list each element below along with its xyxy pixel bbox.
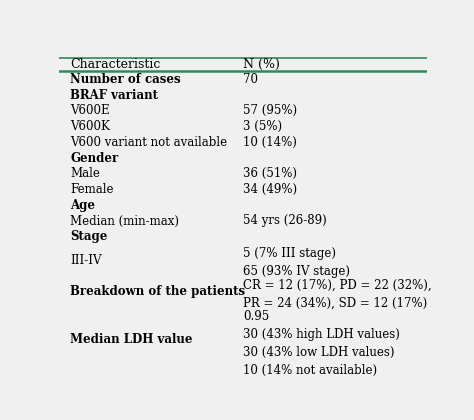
Text: 3 (5%): 3 (5%) — [243, 120, 282, 133]
Text: 36 (51%): 36 (51%) — [243, 167, 297, 180]
Text: Median LDH value: Median LDH value — [70, 333, 193, 346]
Text: III-IV: III-IV — [70, 254, 102, 267]
Text: Stage: Stage — [70, 230, 108, 243]
Text: BRAF variant: BRAF variant — [70, 89, 158, 102]
Text: 34 (49%): 34 (49%) — [243, 183, 297, 196]
Text: Age: Age — [70, 199, 95, 212]
Text: V600 variant not available: V600 variant not available — [70, 136, 228, 149]
Text: V600E: V600E — [70, 104, 110, 117]
Text: Gender: Gender — [70, 152, 118, 165]
Text: Median (min-max): Median (min-max) — [70, 215, 179, 228]
Text: Male: Male — [70, 167, 100, 180]
Text: 70: 70 — [243, 73, 258, 86]
Text: Breakdown of the patients: Breakdown of the patients — [70, 285, 246, 298]
Text: 57 (95%): 57 (95%) — [243, 104, 297, 117]
Text: Characteristic: Characteristic — [70, 58, 161, 71]
Text: 10 (14%): 10 (14%) — [243, 136, 297, 149]
Text: Number of cases: Number of cases — [70, 73, 181, 86]
Text: CR = 12 (17%), PD = 22 (32%),
PR = 24 (34%), SD = 12 (17%): CR = 12 (17%), PD = 22 (32%), PR = 24 (3… — [243, 278, 431, 310]
Text: N (%): N (%) — [243, 58, 280, 71]
Text: Female: Female — [70, 183, 114, 196]
Text: 0.95
30 (43% high LDH values)
30 (43% low LDH values)
10 (14% not available): 0.95 30 (43% high LDH values) 30 (43% lo… — [243, 310, 400, 377]
Text: 54 yrs (26-89): 54 yrs (26-89) — [243, 215, 327, 228]
Text: 5 (7% III stage)
65 (93% IV stage): 5 (7% III stage) 65 (93% IV stage) — [243, 247, 350, 278]
Text: V600K: V600K — [70, 120, 110, 133]
